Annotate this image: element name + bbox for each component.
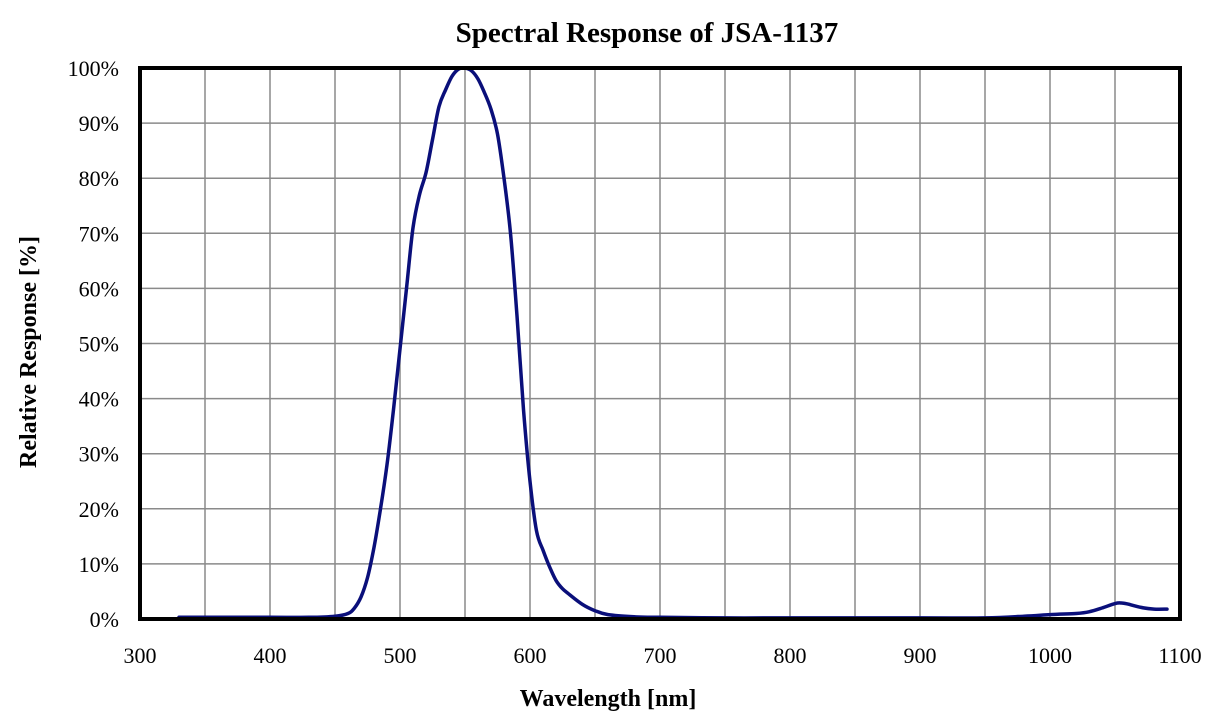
chart-title: Spectral Response of JSA-1137	[456, 17, 839, 49]
y-tick-label: 70%	[79, 221, 119, 246]
y-tick-label: 30%	[79, 442, 119, 467]
x-tick-label: 600	[514, 643, 547, 668]
y-axis-title: Relative Response [%]	[16, 236, 42, 468]
y-tick-label: 0%	[90, 607, 119, 632]
y-tick-label: 60%	[79, 276, 119, 301]
x-axis-tick-labels: 300 400 500 600 700 800 900 1000 1100	[124, 643, 1202, 668]
x-tick-label: 400	[254, 643, 287, 668]
y-tick-label: 20%	[79, 497, 119, 522]
y-axis-tick-labels: 0% 10% 20% 30% 40% 50% 60% 70% 80% 90% 100%	[68, 56, 119, 632]
y-tick-label: 10%	[79, 552, 119, 577]
y-tick-label: 50%	[79, 332, 119, 357]
series-line-spectral-response	[177, 66, 1169, 620]
x-tick-label: 1100	[1158, 643, 1201, 668]
x-tick-label: 700	[644, 643, 677, 668]
x-axis-title: Wavelength [nm]	[520, 686, 697, 712]
y-tick-label: 80%	[79, 166, 119, 191]
x-tick-label: 500	[384, 643, 417, 668]
x-tick-label: 800	[774, 643, 807, 668]
x-tick-label: 900	[904, 643, 937, 668]
plot-frame	[138, 66, 1182, 621]
y-tick-label: 90%	[79, 111, 119, 136]
y-tick-label: 40%	[79, 387, 119, 412]
grid-lines	[140, 68, 1180, 619]
x-tick-label: 300	[124, 643, 157, 668]
x-tick-label: 1000	[1028, 643, 1072, 668]
y-tick-label: 100%	[68, 56, 119, 81]
